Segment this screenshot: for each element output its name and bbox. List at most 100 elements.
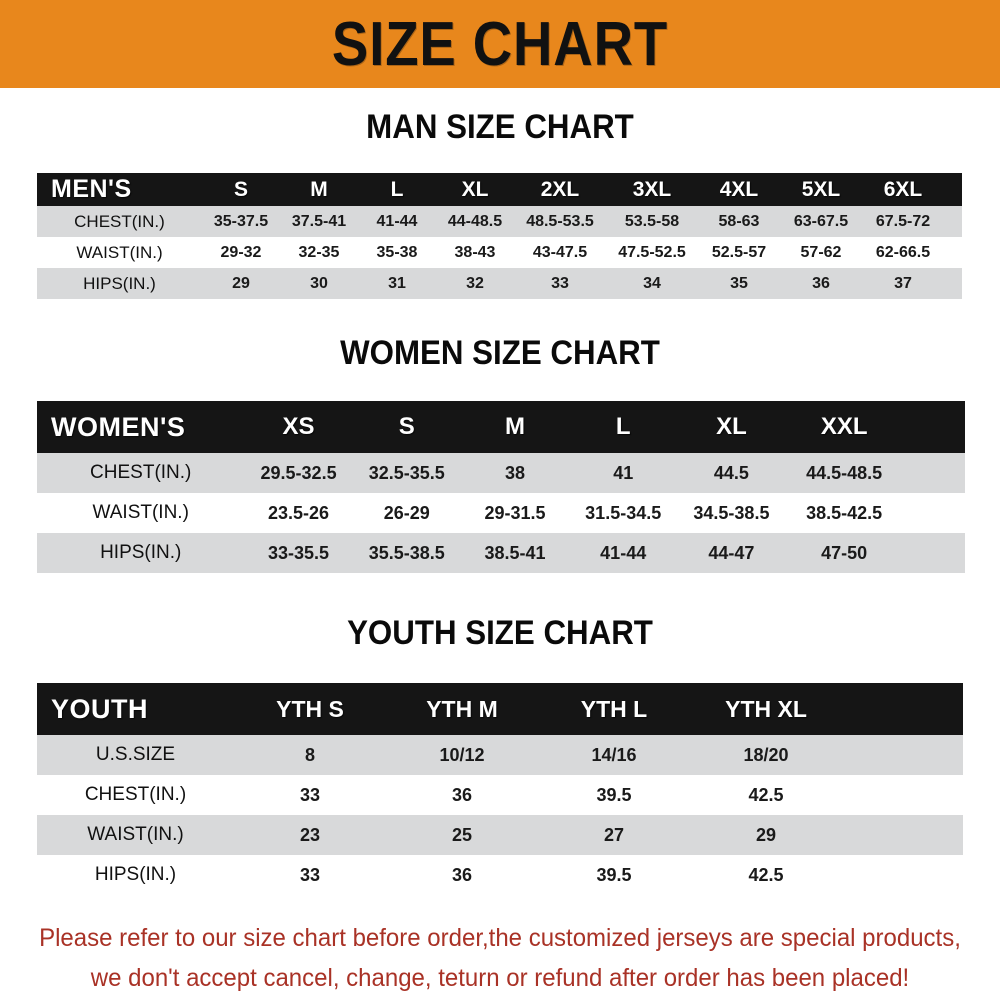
- man-col-header-4xl: 4XL: [698, 173, 780, 206]
- man-col-header-3xl: 3XL: [606, 173, 698, 206]
- table-row: WAIST(IN.) 29-32 32-35 35-38 38-43 43-47…: [37, 237, 962, 268]
- women-waist-m: 29-31.5: [460, 493, 570, 533]
- man-waist-l: 35-38: [358, 237, 436, 268]
- women-section-title: WOMEN SIZE CHART: [340, 334, 660, 372]
- man-header-row: MEN'S S M L XL 2XL 3XL 4XL 5XL 6XL: [37, 173, 962, 206]
- women-row-label-waist: WAIST(IN.): [37, 493, 245, 533]
- women-chest-l: 41: [569, 453, 678, 493]
- man-hips-m: 30: [280, 268, 358, 299]
- table-row: CHEST(IN.) 35-37.5 37.5-41 41-44 44-48.5…: [37, 206, 962, 237]
- youth-waist-l: 27: [538, 815, 690, 855]
- women-waist-xxl: 38.5-42.5: [785, 493, 903, 533]
- women-row-filler: [902, 493, 965, 533]
- man-row-filler: [944, 237, 962, 268]
- women-col-header-xs: XS: [244, 401, 353, 453]
- man-chest-6xl: 67.5-72: [862, 206, 944, 237]
- women-col-header-m: M: [460, 401, 570, 453]
- women-hips-l: 41-44: [569, 533, 678, 573]
- women-row-label-hips: HIPS(IN.): [37, 533, 245, 573]
- man-hips-xl: 32: [436, 268, 514, 299]
- man-waist-6xl: 62-66.5: [862, 237, 944, 268]
- man-size-table: MEN'S S M L XL 2XL 3XL 4XL 5XL 6XL CHEST…: [37, 173, 962, 299]
- disclaimer-text: Please refer to our size chart before or…: [20, 918, 980, 998]
- man-chest-2xl: 48.5-53.5: [514, 206, 606, 237]
- women-header-filler: [902, 401, 965, 453]
- man-col-header-m: M: [280, 173, 358, 206]
- table-row: CHEST(IN.) 33 36 39.5 42.5: [37, 775, 963, 815]
- man-hips-l: 31: [358, 268, 436, 299]
- man-waist-2xl: 43-47.5: [514, 237, 606, 268]
- youth-corner-label: YOUTH: [37, 683, 234, 735]
- youth-chest-s: 33: [234, 775, 386, 815]
- man-hips-s: 29: [202, 268, 280, 299]
- youth-col-header-s: YTH S: [234, 683, 386, 735]
- youth-hips-l: 39.5: [538, 855, 690, 895]
- man-waist-4xl: 52.5-57: [698, 237, 780, 268]
- women-row-label-chest: CHEST(IN.): [37, 453, 245, 493]
- man-row-label-hips: HIPS(IN.): [37, 268, 202, 299]
- table-row: CHEST(IN.) 29.5-32.5 32.5-35.5 38 41 44.…: [37, 453, 965, 493]
- man-waist-m: 32-35: [280, 237, 358, 268]
- youth-row-label-waist: WAIST(IN.): [37, 815, 234, 855]
- youth-row-filler: [842, 855, 963, 895]
- women-chest-xl: 44.5: [677, 453, 786, 493]
- women-hips-xxl: 47-50: [785, 533, 903, 573]
- man-chest-l: 41-44: [358, 206, 436, 237]
- women-chest-xs: 29.5-32.5: [244, 453, 353, 493]
- table-row: HIPS(IN.) 33 36 39.5 42.5: [37, 855, 963, 895]
- youth-size-table: YOUTH YTH S YTH M YTH L YTH XL U.S.SIZE …: [37, 683, 963, 895]
- women-chest-xxl: 44.5-48.5: [785, 453, 903, 493]
- man-chest-3xl: 53.5-58: [606, 206, 698, 237]
- youth-us-size-l: 14/16: [538, 735, 690, 775]
- table-row: HIPS(IN.) 33-35.5 35.5-38.5 38.5-41 41-4…: [37, 533, 965, 573]
- youth-us-size-xl: 18/20: [690, 735, 842, 775]
- man-hips-3xl: 34: [606, 268, 698, 299]
- women-hips-xl: 44-47: [677, 533, 786, 573]
- man-chest-xl: 44-48.5: [436, 206, 514, 237]
- women-header-row: WOMEN'S XS S M L XL XXL: [37, 401, 965, 453]
- man-hips-6xl: 37: [862, 268, 944, 299]
- table-row: WAIST(IN.) 23.5-26 26-29 29-31.5 31.5-34…: [37, 493, 965, 533]
- women-col-header-xxl: XXL: [785, 401, 903, 453]
- man-waist-xl: 38-43: [436, 237, 514, 268]
- women-hips-m: 38.5-41: [460, 533, 570, 573]
- youth-row-label-chest: CHEST(IN.): [37, 775, 234, 815]
- man-hips-2xl: 33: [514, 268, 606, 299]
- youth-col-header-m: YTH M: [386, 683, 538, 735]
- women-col-header-l: L: [569, 401, 678, 453]
- man-row-label-waist: WAIST(IN.): [37, 237, 202, 268]
- women-waist-xs: 23.5-26: [244, 493, 353, 533]
- youth-row-filler: [842, 815, 963, 855]
- youth-row-label-hips: HIPS(IN.): [37, 855, 234, 895]
- man-chest-5xl: 63-67.5: [780, 206, 862, 237]
- man-section-title: MAN SIZE CHART: [366, 108, 634, 146]
- man-chest-4xl: 58-63: [698, 206, 780, 237]
- man-waist-s: 29-32: [202, 237, 280, 268]
- youth-us-size-m: 10/12: [386, 735, 538, 775]
- youth-section-title: YOUTH SIZE CHART: [347, 614, 653, 652]
- man-col-header-5xl: 5XL: [780, 173, 862, 206]
- youth-waist-m: 25: [386, 815, 538, 855]
- man-row-filler: [944, 206, 962, 237]
- women-col-header-s: S: [352, 401, 461, 453]
- youth-row-filler: [842, 735, 963, 775]
- women-hips-s: 35.5-38.5: [352, 533, 461, 573]
- youth-chest-xl: 42.5: [690, 775, 842, 815]
- women-waist-l: 31.5-34.5: [569, 493, 678, 533]
- women-corner-label: WOMEN'S: [37, 401, 245, 453]
- page-header-banner: SIZE CHART: [0, 0, 1000, 88]
- disclaimer-line-2: we don't accept cancel, change, teturn o…: [90, 964, 910, 992]
- page-title: SIZE CHART: [331, 9, 669, 79]
- youth-row-label-us-size: U.S.SIZE: [37, 735, 234, 775]
- women-chest-s: 32.5-35.5: [352, 453, 461, 493]
- man-hips-4xl: 35: [698, 268, 780, 299]
- women-row-filler: [902, 453, 965, 493]
- women-row-filler: [902, 533, 965, 573]
- youth-waist-s: 23: [234, 815, 386, 855]
- youth-header-row: YOUTH YTH S YTH M YTH L YTH XL: [37, 683, 963, 735]
- man-chest-m: 37.5-41: [280, 206, 358, 237]
- man-waist-5xl: 57-62: [780, 237, 862, 268]
- man-col-header-l: L: [358, 173, 436, 206]
- man-row-filler: [944, 268, 962, 299]
- women-chest-m: 38: [460, 453, 570, 493]
